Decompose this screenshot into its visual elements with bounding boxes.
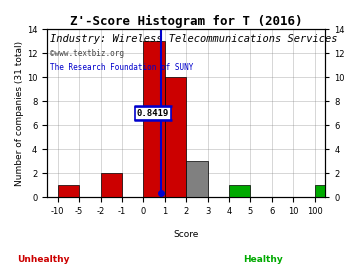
Bar xyxy=(315,185,336,197)
Bar xyxy=(165,77,186,197)
Bar xyxy=(229,185,251,197)
Text: 0.8419: 0.8419 xyxy=(137,109,169,118)
Bar xyxy=(100,173,122,197)
Text: Industry: Wireless Telecommunications Services: Industry: Wireless Telecommunications Se… xyxy=(50,34,337,44)
X-axis label: Score: Score xyxy=(174,230,199,239)
Text: Unhealthy: Unhealthy xyxy=(17,255,69,264)
Bar xyxy=(143,41,165,197)
Bar xyxy=(58,185,79,197)
Text: Healthy: Healthy xyxy=(243,255,283,264)
Text: ©www.textbiz.org: ©www.textbiz.org xyxy=(50,49,124,58)
Title: Z'-Score Histogram for T (2016): Z'-Score Histogram for T (2016) xyxy=(70,15,302,28)
Text: The Research Foundation of SUNY: The Research Foundation of SUNY xyxy=(50,63,193,72)
Bar xyxy=(186,161,208,197)
Y-axis label: Number of companies (31 total): Number of companies (31 total) xyxy=(15,41,24,186)
